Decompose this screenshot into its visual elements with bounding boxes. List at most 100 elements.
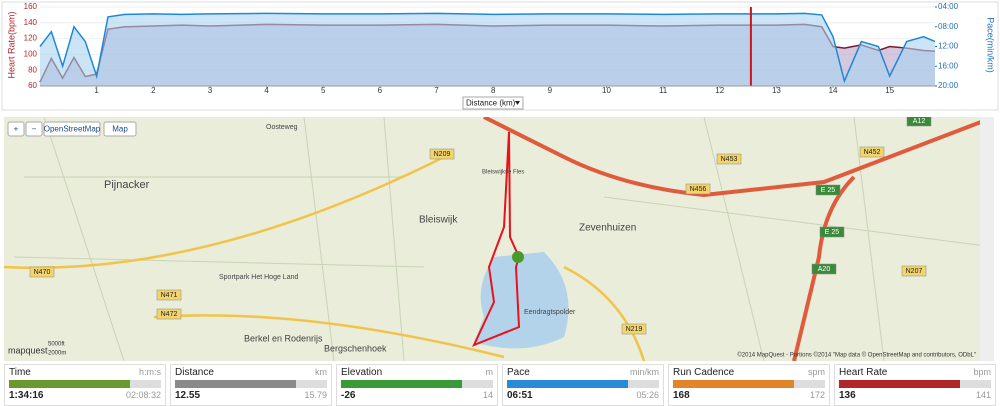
stat-fill	[9, 380, 130, 388]
road-shield	[859, 146, 885, 158]
map-control[interactable]	[103, 121, 137, 137]
place-label: Oosteweg	[266, 124, 298, 131]
x-tick-label: 8	[491, 86, 496, 95]
road-shield	[906, 117, 932, 127]
stat-panel: Elevation m -26 14	[336, 364, 498, 406]
stat-fill	[673, 380, 794, 388]
stat-max: 172	[809, 390, 825, 400]
scrollbar	[980, 117, 994, 361]
y2-tick-label: 12:00	[938, 42, 959, 51]
road-label: N471	[161, 292, 178, 299]
stat-unit: min/km	[630, 367, 659, 377]
dropdown-arrow[interactable]	[515, 101, 520, 105]
stats-bar: Time h:m:s 1:34:16 02:08:32 Distance km 12.5…	[0, 364, 1000, 406]
stat-panel: Time h:m:s 1:34:16 02:08:32	[4, 364, 166, 406]
series-line	[39, 12, 936, 84]
x-selector-label[interactable]: Distance (km)	[466, 99, 516, 108]
x-tick-label: 6	[378, 86, 383, 95]
x-tick-label: 1	[94, 86, 99, 95]
field-lines	[13, 117, 994, 361]
stat-max: 05:26	[636, 390, 659, 400]
chart: Heart Rate(bpm) Pace(min/km) Distance (k…	[1, 1, 999, 111]
x-tick-label: 12	[715, 86, 724, 95]
route	[472, 131, 521, 347]
stat-fill	[341, 380, 462, 388]
road-shield	[901, 265, 927, 277]
stat-max: 14	[482, 390, 493, 400]
x-tick-label: 9	[548, 86, 553, 95]
map-control-label[interactable]: OpenStreetMap	[44, 125, 101, 134]
road-label: N207	[906, 268, 923, 275]
road-label: N456	[690, 186, 707, 193]
y-axis-label: Heart Rate(bpm)	[6, 11, 16, 78]
stat-label: Run Cadence	[673, 367, 735, 378]
stat-unit: km	[315, 367, 327, 377]
stat-fill	[175, 380, 296, 388]
stat-panel: Run Cadence spm 168 172	[668, 364, 830, 406]
stat-label: Time	[9, 367, 31, 378]
y-tick-label: 120	[24, 34, 38, 43]
stat-label: Pace	[507, 367, 530, 378]
place-label: Zevenhuizen	[579, 223, 636, 234]
map-scale: 5000ft	[48, 342, 65, 348]
stat-max: 02:08:32	[125, 390, 161, 400]
stat-value: 136	[839, 390, 856, 401]
x-selector[interactable]	[462, 96, 524, 110]
stat-unit: bpm	[973, 367, 991, 377]
road-shield	[29, 266, 55, 278]
stat-bar	[341, 380, 493, 388]
stat-value: 06:51	[507, 390, 533, 401]
map-scale: 2000m	[48, 351, 66, 357]
stat-label: Elevation	[341, 367, 383, 378]
road-label: N453	[721, 156, 738, 163]
stat-bar	[507, 380, 659, 388]
road-shield	[811, 263, 837, 275]
stat-value: -26	[341, 390, 356, 401]
map-control[interactable]	[25, 121, 43, 137]
map-control[interactable]	[43, 121, 101, 137]
y-tick-label: 100	[24, 50, 38, 59]
x-tick-label: 4	[264, 86, 269, 95]
x-tick-label: 3	[208, 86, 213, 95]
x-tick-label: 13	[772, 86, 781, 95]
road-shield	[156, 289, 182, 301]
stat-value: 168	[673, 390, 690, 401]
x-tick-label: 15	[885, 86, 894, 95]
map[interactable]: + − OpenStreetMap Map Pijnacker Bleiswijk Zeve…	[4, 117, 994, 361]
stat-max: 15.79	[304, 390, 327, 400]
map-logo: mapquest	[8, 345, 48, 355]
road-shield	[716, 153, 742, 165]
stat-panel: Pace min/km 06:51 05:26	[502, 364, 664, 406]
stat-bar	[175, 380, 327, 388]
stat-label: Distance	[175, 367, 214, 378]
road-label: E 25	[821, 187, 836, 194]
series-area	[40, 13, 935, 87]
y-tick-label: 80	[28, 65, 37, 74]
motorway	[483, 117, 994, 198]
y-tick-label: 60	[28, 81, 37, 90]
y2-tick-label: 04:00	[938, 2, 959, 11]
y2-axis-label: Pace(min/km)	[986, 17, 996, 73]
road-label: E 25	[825, 229, 840, 236]
stat-bar	[673, 380, 825, 388]
map-control[interactable]	[7, 121, 25, 137]
x-tick-label: 7	[434, 86, 439, 95]
map-control-label[interactable]: Map	[112, 125, 128, 134]
map-control-label[interactable]: −	[32, 125, 37, 134]
place-label: Bleiswijk	[419, 215, 458, 226]
map-control-label[interactable]: +	[14, 125, 19, 134]
place-label: Bleiswijkse Fles	[482, 170, 524, 176]
place-label: Bergschenhoek	[324, 343, 387, 353]
lake	[474, 252, 569, 349]
position-marker[interactable]	[512, 251, 524, 263]
place-label: Berkel en Rodenrijs	[244, 333, 323, 343]
road-label: A12	[913, 118, 926, 125]
road-shield	[815, 184, 841, 196]
stat-unit: m	[485, 367, 494, 377]
x-tick-label: 14	[829, 86, 838, 95]
stat-fill	[839, 380, 960, 388]
stat-fill	[507, 380, 628, 388]
y-tick-label: 160	[24, 2, 38, 11]
stat-label: Heart Rate	[839, 367, 888, 378]
